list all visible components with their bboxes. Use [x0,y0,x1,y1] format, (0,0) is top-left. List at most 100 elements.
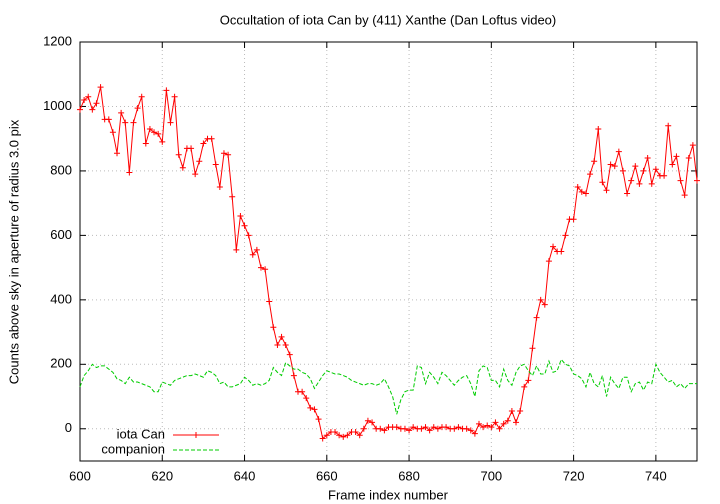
point-marker [401,425,408,432]
point-marker [665,122,672,129]
point-marker [471,430,478,437]
point-marker [208,135,215,142]
point-marker [381,427,388,434]
point-marker [484,422,491,429]
point-marker [286,351,293,358]
point-marker [644,155,651,162]
point-marker [661,172,668,179]
point-marker [307,404,314,411]
point-marker [266,298,273,305]
point-marker [364,417,371,424]
point-marker [179,164,186,171]
point-marker [578,188,585,195]
point-marker [356,432,363,439]
point-marker [562,232,569,239]
point-marker [241,222,248,229]
point-marker [677,177,684,184]
point-marker [352,428,359,435]
point-marker [636,180,643,187]
chart-title: Occultation of iota Can by (411) Xanthe … [220,12,557,27]
point-marker [336,432,343,439]
point-marker [504,417,511,424]
y-tick-label: 400 [50,291,72,306]
point-marker [282,341,289,348]
x-tick-label: 720 [563,468,585,483]
point-marker [114,150,121,157]
point-marker [85,93,92,100]
point-marker [146,126,153,133]
point-marker [126,169,133,176]
point-marker [545,258,552,265]
point-marker [245,232,252,239]
point-marker [607,161,614,168]
point-marker [332,428,339,435]
point-marker [249,251,256,258]
x-axis-label: Frame index number [328,487,449,502]
point-marker [220,150,227,157]
point-marker [475,420,482,427]
point-marker [570,216,577,223]
point-marker [393,424,400,431]
point-marker [640,167,647,174]
y-tick-label: 600 [50,227,72,242]
point-marker [418,425,425,432]
point-marker [550,243,557,250]
point-marker [558,248,565,255]
point-marker [138,93,145,100]
point-marker [480,424,487,431]
series-line [79,358,697,415]
point-marker [105,116,112,123]
y-tick-label: 200 [50,356,72,371]
point-marker [237,213,244,220]
point-marker [430,424,437,431]
point-marker [529,345,536,352]
legend-marker [193,432,199,438]
point-marker [192,171,199,178]
point-marker [163,87,170,94]
point-marker [212,161,219,168]
point-marker [488,424,495,431]
point-marker [134,105,141,112]
point-marker [109,129,116,136]
x-tick-label: 640 [234,468,256,483]
point-marker [89,106,96,113]
point-marker [619,167,626,174]
point-marker [574,184,581,191]
x-tick-label: 740 [645,468,667,483]
point-marker [142,140,149,147]
y-axis-label: Counts above sky in aperture of radius 3… [6,119,21,384]
point-marker [200,140,207,147]
point-marker [122,119,129,126]
y-tick-label: 800 [50,162,72,177]
point-marker [253,246,260,253]
point-marker [118,109,125,116]
point-marker [467,427,474,434]
point-marker [311,406,318,413]
point-marker [537,296,544,303]
point-marker [188,145,195,152]
point-marker [299,388,306,395]
x-tick-label: 600 [69,468,91,483]
point-marker [315,416,322,423]
point-marker [434,425,441,432]
point-marker [541,301,548,308]
x-tick-label: 660 [316,468,338,483]
point-marker [344,432,351,439]
point-marker [233,246,240,253]
point-marker [159,138,166,145]
point-marker [628,177,635,184]
point-marker [492,419,499,426]
point-marker [270,324,277,331]
point-marker [410,424,417,431]
point-marker [151,129,158,136]
point-marker [652,166,659,173]
point-marker [225,151,232,158]
point-marker [582,190,589,197]
point-marker [669,161,676,168]
point-marker [599,179,606,186]
point-marker [591,158,598,165]
point-marker [97,84,104,91]
point-marker [216,184,223,191]
point-marker [451,425,458,432]
